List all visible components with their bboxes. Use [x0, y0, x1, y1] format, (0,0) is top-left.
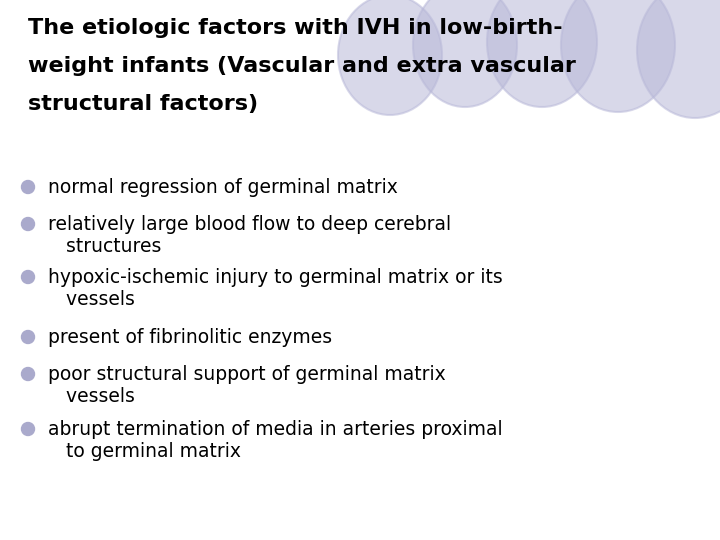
Ellipse shape — [338, 0, 442, 115]
Circle shape — [22, 180, 35, 193]
Ellipse shape — [487, 0, 597, 107]
Text: present of fibrinolitic enzymes: present of fibrinolitic enzymes — [48, 328, 332, 347]
Text: structures: structures — [48, 237, 161, 256]
Text: weight infants (Vascular and extra vascular: weight infants (Vascular and extra vascu… — [28, 56, 576, 76]
Circle shape — [22, 218, 35, 231]
Circle shape — [22, 368, 35, 381]
Text: normal regression of germinal matrix: normal regression of germinal matrix — [48, 178, 398, 197]
Text: hypoxic-ischemic injury to germinal matrix or its: hypoxic-ischemic injury to germinal matr… — [48, 268, 503, 287]
Ellipse shape — [637, 0, 720, 118]
Text: abrupt termination of media in arteries proximal: abrupt termination of media in arteries … — [48, 420, 503, 439]
Text: poor structural support of germinal matrix: poor structural support of germinal matr… — [48, 365, 446, 384]
Text: structural factors): structural factors) — [28, 94, 258, 114]
Text: to germinal matrix: to germinal matrix — [48, 442, 241, 461]
Circle shape — [22, 422, 35, 435]
Ellipse shape — [413, 0, 517, 107]
Text: The etiologic factors with IVH in low-birth-: The etiologic factors with IVH in low-bi… — [28, 18, 562, 38]
Text: vessels: vessels — [48, 387, 135, 406]
Text: vessels: vessels — [48, 290, 135, 309]
Circle shape — [22, 271, 35, 284]
Circle shape — [22, 330, 35, 343]
Ellipse shape — [561, 0, 675, 112]
Text: relatively large blood flow to deep cerebral: relatively large blood flow to deep cere… — [48, 215, 451, 234]
